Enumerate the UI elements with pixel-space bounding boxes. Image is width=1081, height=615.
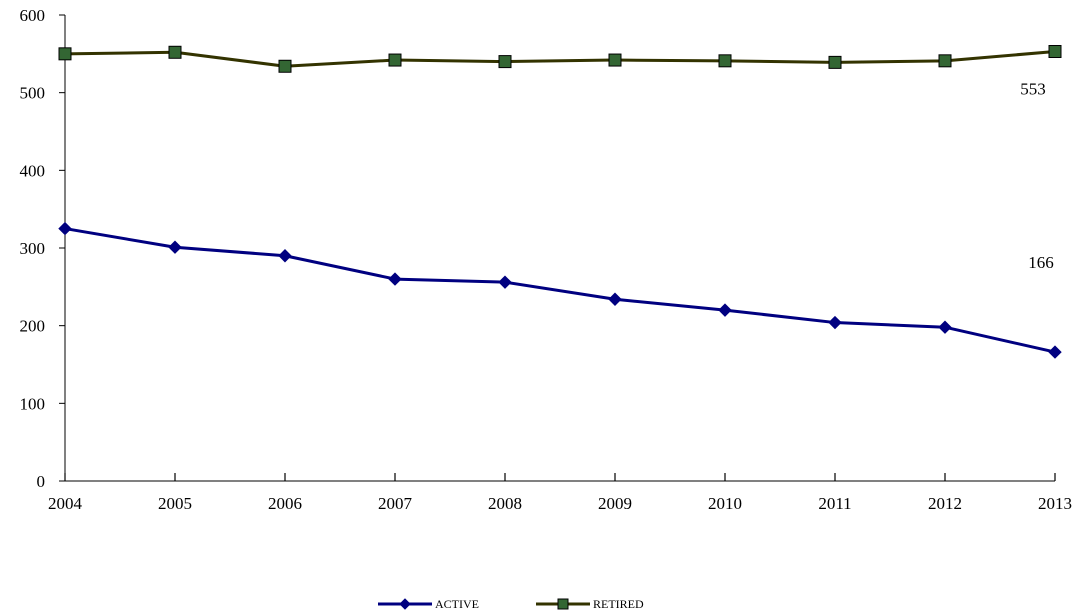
legend-marker-retired (557, 598, 569, 610)
retired-point (718, 54, 732, 68)
legend-label-active: ACTIVE (435, 597, 479, 611)
retired-point (278, 59, 292, 73)
y-tick-label: 400 (20, 161, 46, 180)
retired-point (938, 54, 952, 68)
x-tick-label: 2004 (48, 494, 83, 513)
x-tick-label: 2012 (928, 494, 962, 513)
series-active (58, 221, 1062, 359)
x-tick-label: 2005 (158, 494, 192, 513)
active-point (1048, 345, 1062, 359)
active-point (938, 320, 952, 334)
retired-point (168, 45, 182, 59)
y-tick-label: 300 (20, 239, 46, 258)
series-retired (58, 45, 1062, 73)
active-point (608, 292, 622, 306)
x-tick-label: 2010 (708, 494, 742, 513)
y-tick-label: 500 (20, 84, 46, 103)
y-axis-ticks: 0 100 200 300 400 500 600 (20, 6, 65, 491)
x-tick-label: 2006 (268, 494, 302, 513)
x-tick-label: 2008 (488, 494, 522, 513)
data-labels: 553 166 (1020, 80, 1054, 273)
data-label-active: 166 (1028, 253, 1054, 272)
x-tick-label: 2013 (1038, 494, 1072, 513)
axes (64, 15, 1055, 482)
y-tick-label: 0 (37, 472, 46, 491)
series-line-retired (64, 50, 1056, 68)
series-line-active (64, 227, 1056, 354)
retired-point (828, 55, 842, 69)
y-tick-label: 600 (20, 6, 46, 25)
data-label-retired: 553 (1020, 80, 1046, 99)
y-tick-label: 200 (20, 317, 46, 336)
x-axis-ticks: 2004 2005 2006 2007 2008 2009 2010 2011 2012 2013 (48, 473, 1072, 513)
active-point (388, 272, 402, 286)
legend: ACTIVE RETIRED (378, 597, 644, 611)
x-tick-label: 2009 (598, 494, 632, 513)
active-point (498, 275, 512, 289)
retired-point (498, 55, 512, 69)
active-point (168, 240, 182, 254)
legend-item-active: ACTIVE (378, 597, 479, 611)
x-tick-label: 2011 (818, 494, 851, 513)
active-point (278, 249, 292, 263)
legend-marker-active (399, 598, 411, 610)
retired-point (58, 47, 72, 61)
y-tick-label: 100 (20, 394, 46, 413)
series-layer (58, 45, 1062, 359)
active-point (828, 315, 842, 330)
retired-point (1048, 45, 1062, 59)
legend-item-retired: RETIRED (536, 597, 644, 611)
retired-point (388, 53, 402, 67)
active-point (58, 221, 72, 236)
x-tick-label: 2007 (378, 494, 413, 513)
active-point (718, 303, 732, 317)
retired-point (608, 53, 622, 67)
legend-label-retired: RETIRED (593, 597, 644, 611)
